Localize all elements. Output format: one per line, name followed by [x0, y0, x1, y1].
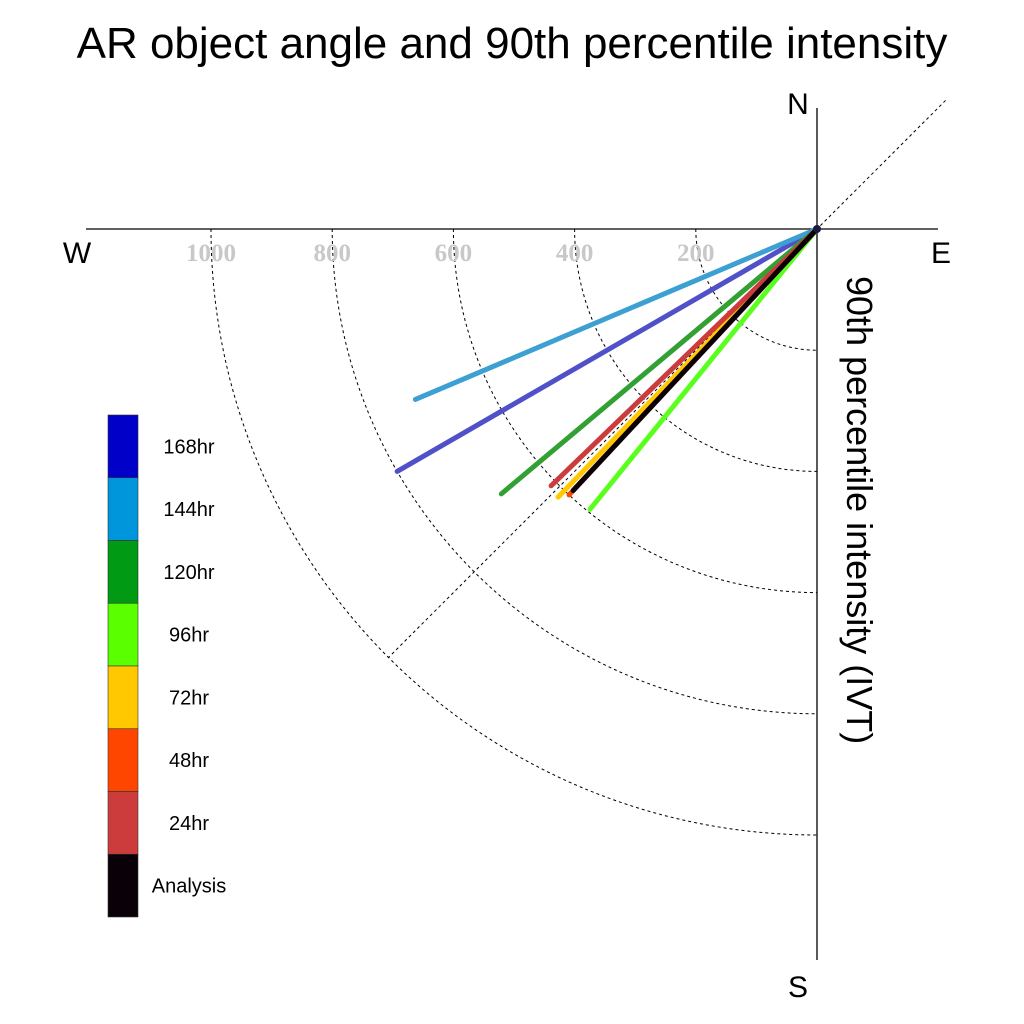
- legend-label: 72hr: [169, 687, 209, 709]
- legend-swatch: [107, 540, 139, 604]
- legend-label: 144hr: [163, 499, 214, 521]
- compass-north-label: N: [787, 88, 809, 121]
- chart-title: AR object angle and 90th percentile inte…: [77, 19, 948, 68]
- legend-label: 96hr: [169, 625, 209, 647]
- y-axis-label: 90th percentile intensity (IVT): [839, 276, 880, 744]
- origin-marker: [813, 225, 821, 233]
- series-vector: [498, 226, 820, 497]
- compass-axes: N E S W: [63, 88, 951, 1004]
- legend: 168hr 144hr 120hr 96hr 72hr 48hr 24hr Analysis: [107, 414, 226, 918]
- legend-swatch: [107, 791, 139, 855]
- compass-east-label: E: [931, 237, 951, 270]
- radial-tick-label: 800: [313, 240, 351, 267]
- legend-label: 120hr: [163, 562, 214, 584]
- grid-arc: [574, 228, 818, 472]
- series-vector: [548, 226, 820, 489]
- polar-grid: [210, 100, 946, 836]
- radial-tick-label: 1000: [186, 240, 236, 267]
- series-vector: [570, 226, 820, 493]
- legend-label: Analysis: [152, 876, 226, 898]
- grid-arc: [695, 228, 818, 351]
- grid-arc: [452, 228, 818, 594]
- radial-tick-label: 600: [435, 240, 473, 267]
- compass-south-label: S: [788, 971, 808, 1004]
- grid-diagonal: [388, 100, 946, 658]
- legend-swatch: [107, 665, 139, 730]
- series-vectors: [394, 226, 820, 512]
- legend-swatch: [107, 602, 139, 667]
- legend-swatch: [107, 414, 139, 479]
- radial-tick-label: 400: [556, 240, 594, 267]
- legend-swatch: [107, 728, 139, 792]
- series-vector: [394, 226, 820, 474]
- series-vector: [412, 226, 820, 402]
- legend-swatch: [107, 853, 139, 918]
- radial-tick-labels: 1000 800 600 400 200: [186, 240, 715, 267]
- legend-label: 168hr: [163, 436, 214, 458]
- series-vector: [587, 226, 820, 512]
- compass-west-label: W: [63, 237, 92, 270]
- legend-swatch: [107, 477, 139, 541]
- radial-tick-label: 200: [677, 240, 715, 267]
- legend-label: 48hr: [169, 750, 209, 772]
- legend-label: 24hr: [169, 813, 209, 835]
